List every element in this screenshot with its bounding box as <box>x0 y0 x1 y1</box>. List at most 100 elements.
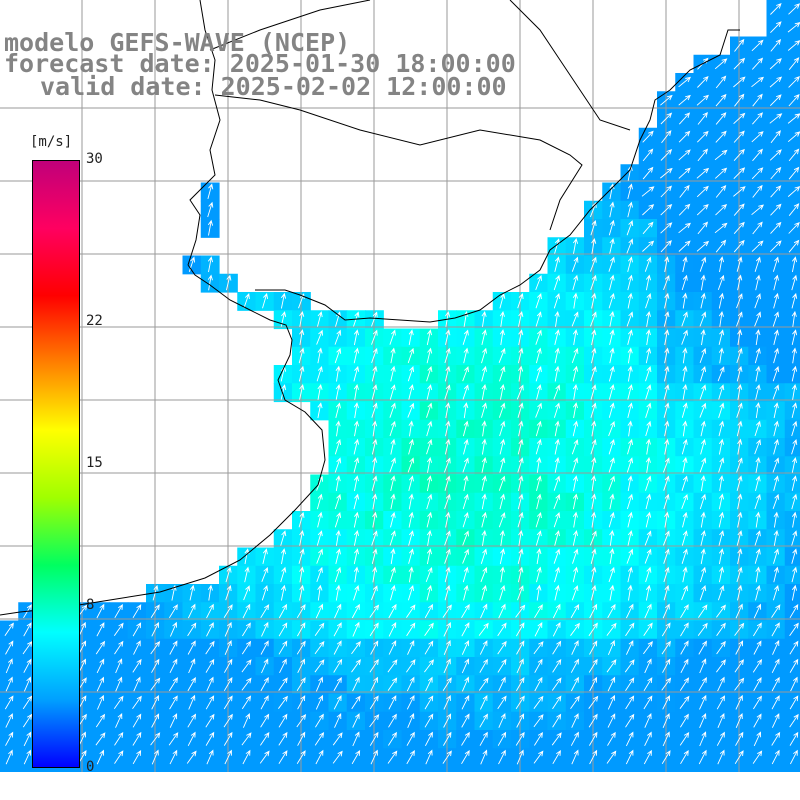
wind-arrow <box>389 402 396 418</box>
wind-arrow <box>260 695 269 710</box>
wind-arrow <box>571 256 579 272</box>
wind-arrow <box>314 659 325 673</box>
wind-arrow <box>736 347 743 364</box>
wind-arrow <box>408 493 414 510</box>
wind-arrow <box>334 493 342 510</box>
wind-arrow <box>516 640 525 655</box>
wind-arrow <box>755 274 761 291</box>
wind-arrow <box>481 310 487 327</box>
wind-arrow <box>335 383 341 400</box>
wind-arrow <box>572 457 579 473</box>
wind-arrow <box>735 640 744 655</box>
wind-arrow <box>299 383 305 400</box>
wind-arrow <box>699 585 707 601</box>
wind-arrow <box>553 402 561 418</box>
wind-cell <box>638 182 658 202</box>
wind-arrow <box>788 239 800 253</box>
wind-arrow <box>461 622 470 637</box>
wind-arrow <box>736 293 743 309</box>
wind-arrow <box>426 329 433 346</box>
wind-arrow <box>608 402 615 418</box>
wind-arrow <box>533 641 544 655</box>
wind-arrow <box>697 148 709 162</box>
wind-arrow <box>389 457 396 473</box>
wind-arrow <box>5 749 13 765</box>
wind-arrow <box>224 749 232 765</box>
wind-cell <box>711 237 731 257</box>
wind-arrow <box>791 548 798 564</box>
wind-arrow <box>737 511 743 528</box>
wind-arrow <box>661 750 671 765</box>
wind-arrow <box>499 566 505 583</box>
wind-arrow <box>444 438 451 455</box>
wind-arrow <box>770 130 781 144</box>
wind-arrow <box>187 676 196 692</box>
wind-cell <box>784 529 800 549</box>
river-border-west <box>187 0 221 266</box>
wind-arrow <box>551 732 562 746</box>
wind-arrow <box>680 622 689 637</box>
wind-cell <box>693 91 713 111</box>
wind-arrow <box>426 456 433 473</box>
wind-arrow <box>591 456 597 473</box>
wind-arrow <box>552 621 561 637</box>
wind-arrow <box>682 383 688 400</box>
wind-arrow <box>625 640 634 655</box>
wind-arrow <box>372 511 378 528</box>
wind-arrow <box>132 622 142 637</box>
wind-arrow <box>608 475 615 491</box>
wind-arrow <box>261 621 269 637</box>
wind-arrow <box>481 493 487 510</box>
wind-arrow <box>242 603 251 619</box>
wind-arrow <box>609 493 615 510</box>
wind-arrow <box>627 365 633 382</box>
wind-arrow <box>755 566 761 583</box>
wind-cell <box>474 620 494 640</box>
wind-arrow <box>700 329 706 346</box>
wind-arrow <box>572 383 578 400</box>
wind-arrow <box>115 658 123 674</box>
wind-arrow <box>571 585 579 601</box>
wind-arrow <box>572 548 579 564</box>
wind-arrow <box>95 640 106 655</box>
wind-arrow <box>516 384 524 400</box>
wind-arrow <box>389 420 396 437</box>
wind-arrow <box>718 475 724 492</box>
wind-arrow <box>388 640 397 655</box>
colorbar-tick-label: 8 <box>86 596 95 613</box>
wind-arrow <box>406 604 416 618</box>
wind-arrow <box>353 493 360 510</box>
wind-arrow <box>260 732 270 746</box>
wind-arrow <box>480 566 488 583</box>
wind-arrow <box>788 94 800 107</box>
wind-arrow <box>644 713 652 728</box>
wind-arrow <box>5 731 14 746</box>
wind-arrow <box>678 240 691 252</box>
wind-arrow <box>150 604 160 618</box>
wind-arrow <box>591 237 597 254</box>
wind-arrow <box>791 402 798 419</box>
wind-arrow <box>642 166 654 180</box>
wind-arrow <box>678 203 691 216</box>
wind-arrow <box>788 76 800 88</box>
wind-arrow <box>718 438 725 455</box>
wind-arrow <box>608 293 615 309</box>
wind-arrow <box>296 713 307 728</box>
wind-arrow <box>791 456 798 473</box>
wind-arrow <box>737 548 743 565</box>
wind-arrow <box>699 694 707 710</box>
wind-arrow <box>207 201 214 218</box>
state-border <box>209 0 371 51</box>
wind-arrow <box>516 658 524 674</box>
wind-arrow <box>23 731 32 747</box>
wind-arrow <box>572 511 578 528</box>
wind-arrow <box>390 493 396 510</box>
wind-arrow <box>369 659 379 673</box>
wind-arrow <box>571 640 579 655</box>
wind-arrow <box>462 366 469 382</box>
wind-arrow <box>627 274 633 291</box>
wind-arrow <box>699 402 707 418</box>
wind-arrow <box>737 584 743 601</box>
wind-arrow <box>333 622 342 637</box>
